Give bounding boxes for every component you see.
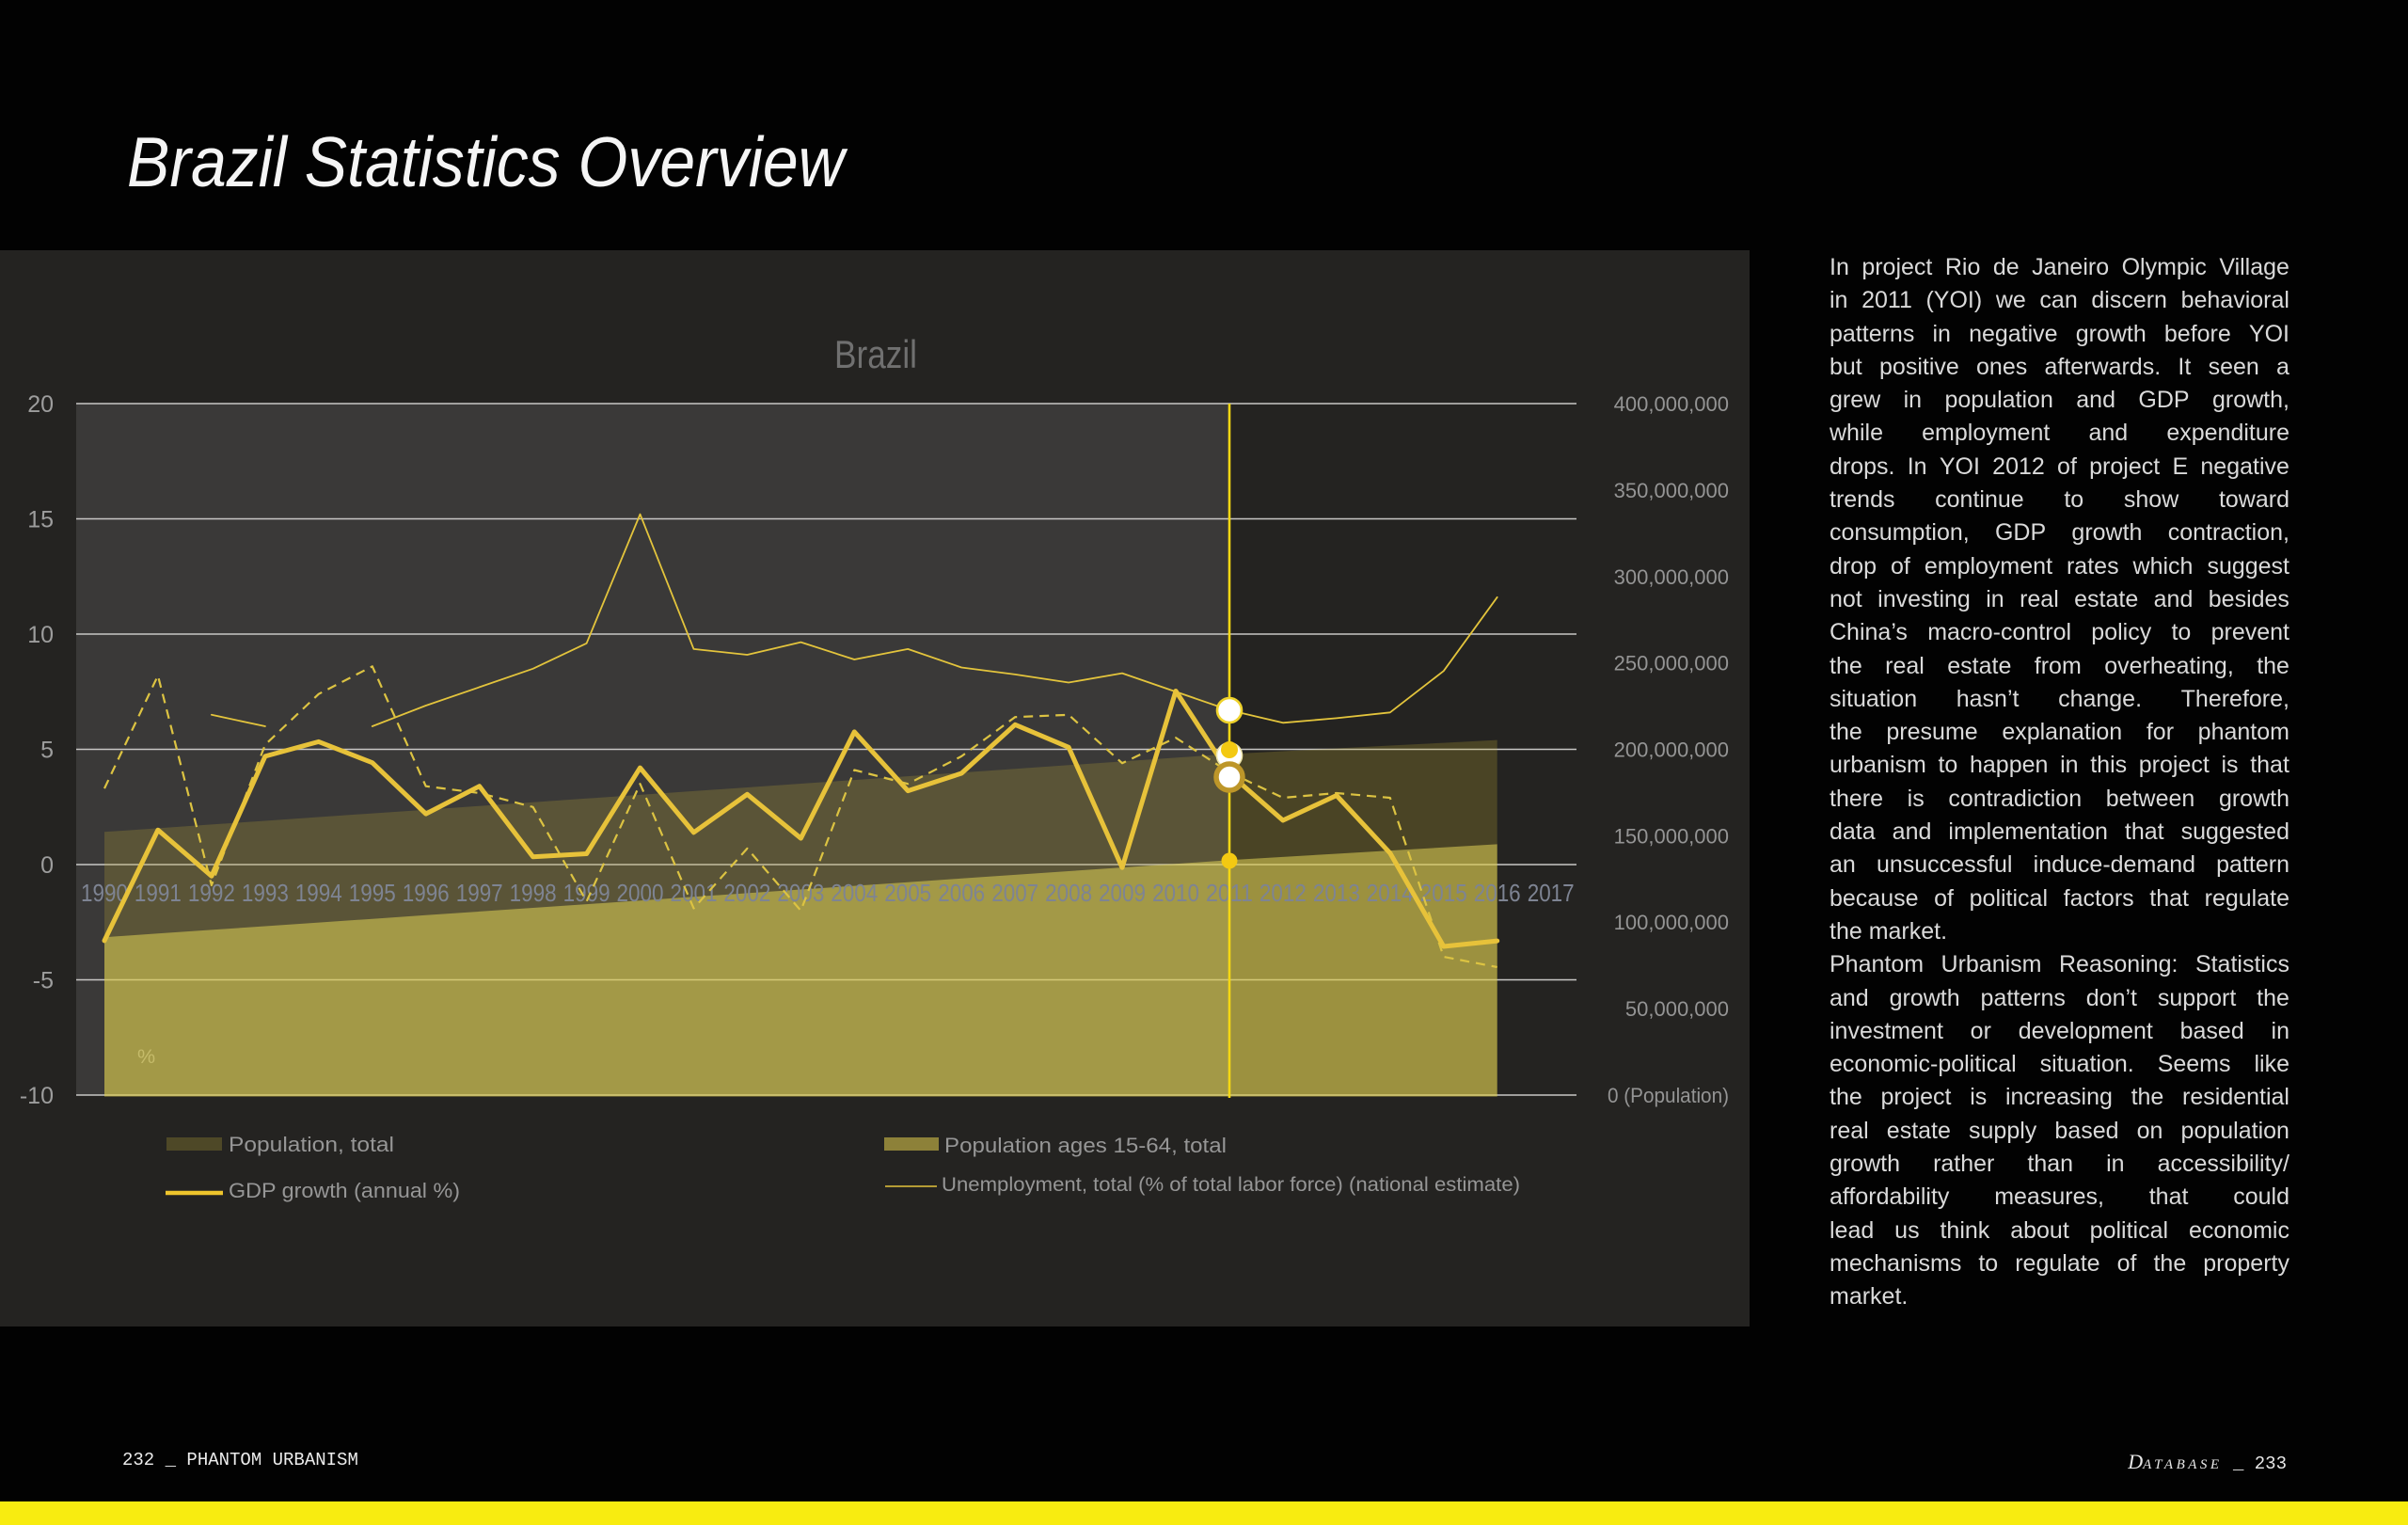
svg-text:1999: 1999 <box>563 879 610 907</box>
svg-text:300,000,000: 300,000,000 <box>1614 565 1729 589</box>
svg-text:350,000,000: 350,000,000 <box>1614 479 1729 502</box>
svg-text:200,000,000: 200,000,000 <box>1614 739 1729 762</box>
svg-text:250,000,000: 250,000,000 <box>1614 652 1729 675</box>
svg-text:2001: 2001 <box>671 879 718 907</box>
svg-text:150,000,000: 150,000,000 <box>1614 824 1729 848</box>
svg-text:1995: 1995 <box>349 879 396 907</box>
svg-text:20: 20 <box>27 391 54 418</box>
svg-text:Brazil: Brazil <box>834 332 917 376</box>
svg-text:1996: 1996 <box>403 879 450 907</box>
svg-text:400,000,000: 400,000,000 <box>1614 392 1729 416</box>
svg-text:2009: 2009 <box>1099 879 1146 907</box>
svg-text:Unemployment, total (% of tota: Unemployment, total (% of total labor fo… <box>942 1174 1520 1196</box>
svg-text:2012: 2012 <box>1259 879 1307 907</box>
svg-text:1990: 1990 <box>81 879 128 907</box>
svg-text:1993: 1993 <box>242 879 289 907</box>
svg-text:1997: 1997 <box>456 879 503 907</box>
svg-text:2016: 2016 <box>1474 879 1521 907</box>
svg-text:2008: 2008 <box>1045 879 1092 907</box>
svg-text:2004: 2004 <box>831 879 878 907</box>
svg-text:2005: 2005 <box>884 879 931 907</box>
svg-text:-10: -10 <box>20 1083 54 1109</box>
svg-text:100,000,000: 100,000,000 <box>1614 911 1729 934</box>
svg-text:15: 15 <box>27 507 54 533</box>
svg-text:1991: 1991 <box>135 879 182 907</box>
svg-text:2007: 2007 <box>991 879 1038 907</box>
svg-text:2010: 2010 <box>1152 879 1199 907</box>
svg-text:-5: -5 <box>33 968 54 994</box>
svg-text:2015: 2015 <box>1420 879 1467 907</box>
svg-text:2017: 2017 <box>1528 879 1575 907</box>
svg-text:0 (Population): 0 (Population) <box>1608 1084 1729 1107</box>
svg-text:10: 10 <box>27 622 54 648</box>
svg-text:1998: 1998 <box>510 879 557 907</box>
svg-text:2006: 2006 <box>938 879 985 907</box>
svg-text:GDP growth (annual %): GDP growth (annual %) <box>229 1179 460 1202</box>
svg-text:2013: 2013 <box>1313 879 1360 907</box>
svg-text:Population ages 15-64, total: Population ages 15-64, total <box>944 1134 1227 1157</box>
svg-text:5: 5 <box>40 738 54 764</box>
svg-text:50,000,000: 50,000,000 <box>1625 997 1729 1021</box>
svg-text:1994: 1994 <box>295 879 342 907</box>
svg-text:Population, total: Population, total <box>229 1133 394 1156</box>
svg-text:0: 0 <box>40 852 54 879</box>
svg-text:2002: 2002 <box>723 879 770 907</box>
svg-text:2000: 2000 <box>617 879 664 907</box>
